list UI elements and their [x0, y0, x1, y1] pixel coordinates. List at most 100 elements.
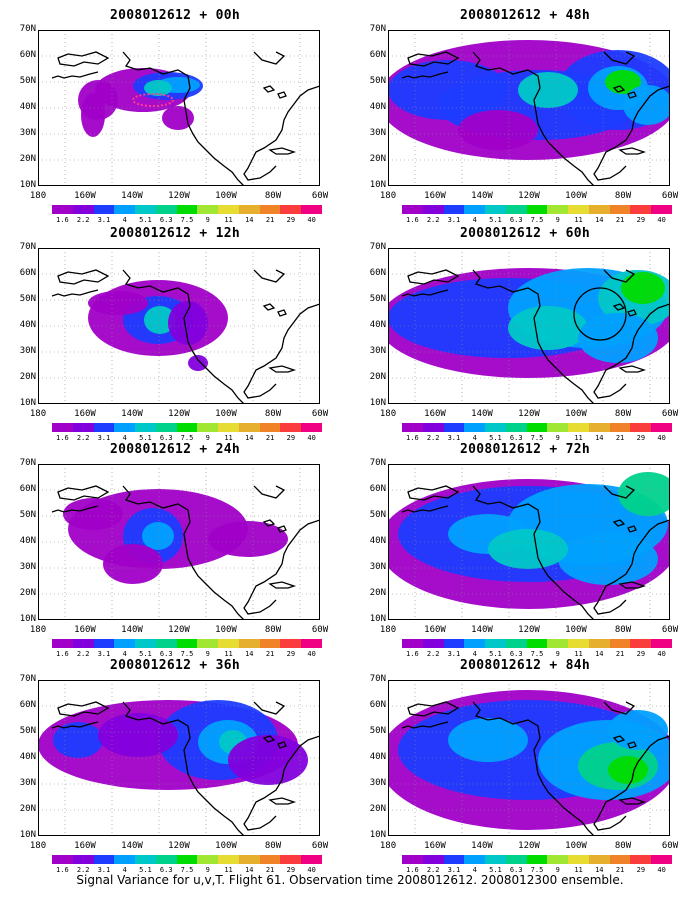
lon-tick-label: 180	[379, 625, 397, 635]
coastline	[243, 303, 320, 399]
coastline	[401, 71, 449, 79]
colorbar-swatch	[588, 205, 610, 214]
colorbar-level-label: 14	[595, 650, 604, 658]
colorbar-level-label: 14	[245, 216, 254, 224]
colorbar-swatch	[259, 423, 281, 432]
lon-tick-label: 120W	[168, 841, 190, 851]
coastline	[268, 581, 297, 589]
lat-tick-label: 50N	[19, 294, 36, 304]
coastline	[593, 303, 670, 399]
colorbar-swatch	[402, 205, 423, 214]
coastline	[618, 797, 647, 805]
lat-tick-label: 30N	[369, 128, 386, 138]
colorbar-level-label: 6.3	[509, 434, 523, 442]
colorbar-swatch	[526, 205, 548, 214]
colorbar-level-label: 9	[205, 216, 210, 224]
coastline	[593, 519, 670, 615]
colorbar-level-label: 11	[574, 650, 583, 658]
panel-title: 2008012612 + 84h	[459, 658, 591, 673]
lon-tick-label: 80W	[614, 409, 632, 419]
map-panel-12h: 2008012612 + 12h 70N 60N 50N 40N 30N 20N 10N 18…	[5, 226, 345, 443]
colorbar-swatch	[422, 423, 444, 432]
colorbar-level-label: 3.1	[97, 216, 111, 224]
colorbar-level-label: 11	[224, 866, 233, 874]
colorbar	[402, 423, 672, 432]
colorbar-swatch	[114, 639, 136, 648]
colorbar-level-label: 4	[472, 216, 477, 224]
lat-tick-label: 20N	[19, 372, 36, 382]
colorbar-labels: 1.6 2.2 3.1 4 5.1 6.3 7.5 9 11 14 21 29 40	[52, 434, 322, 443]
lat-tick-label: 20N	[369, 588, 386, 598]
lon-tick-label: 60W	[661, 409, 679, 419]
colorbar-level-label: 2.2	[76, 866, 90, 874]
coastline	[262, 735, 287, 749]
colorbar-swatch	[52, 639, 73, 648]
lat-tick-label: 60N	[369, 484, 386, 494]
colorbar-swatch	[218, 423, 239, 432]
colorbar-swatch	[93, 855, 115, 864]
lat-tick-label: 60N	[369, 268, 386, 278]
colorbar-swatch	[443, 639, 465, 648]
colorbar-level-label: 40	[657, 866, 666, 874]
colorbar	[52, 205, 322, 214]
colorbar-level-label: 1.6	[56, 216, 69, 224]
colorbar-level-label: 9	[555, 866, 560, 874]
lon-tick-label: 60W	[661, 625, 679, 635]
colorbar-level-label: 5.1	[139, 434, 152, 442]
coastline	[57, 701, 110, 717]
colorbar-level-label: 4	[472, 650, 477, 658]
colorbar-level-label: 40	[657, 650, 666, 658]
lon-tick-label: 80W	[614, 841, 632, 851]
colorbar-level-label: 6.3	[509, 650, 523, 658]
lon-tick-label: 180	[379, 841, 397, 851]
colorbar-swatch	[588, 639, 610, 648]
lat-tick-label: 10N	[369, 398, 386, 408]
colorbar-level-label: 21	[265, 434, 275, 442]
lat-tick-label: 20N	[19, 154, 36, 164]
lat-tick-label: 10N	[369, 180, 386, 190]
colorbar-level-label: 1.6	[56, 866, 69, 874]
colorbar-swatch	[526, 639, 548, 648]
colorbar-level-label: 40	[657, 216, 666, 224]
colorbar-level-label: 4	[122, 216, 127, 224]
colorbar-level-label: 5.1	[489, 434, 502, 442]
coastline	[262, 85, 287, 99]
colorbar-swatch	[505, 205, 527, 214]
lat-tick-label: 40N	[19, 536, 36, 546]
colorbar-level-label: 11	[574, 216, 583, 224]
coastline	[593, 85, 670, 181]
colorbar-swatch	[238, 205, 260, 214]
colorbar-labels: 1.6 2.2 3.1 4 5.1 6.3 7.5 9 11 14 21 29 40	[402, 650, 672, 659]
map-area	[38, 680, 320, 836]
variance-contour	[168, 301, 208, 345]
colorbar-swatch	[259, 639, 281, 648]
coastline	[57, 51, 110, 67]
variance-contour	[142, 522, 174, 550]
variance-contour	[228, 735, 308, 785]
variance-field	[38, 464, 320, 620]
colorbar-level-label: 3.1	[447, 216, 461, 224]
variance-field	[388, 680, 670, 836]
colorbar-swatch	[52, 423, 73, 432]
colorbar-swatch	[568, 205, 589, 214]
lon-tick-label: 160W	[424, 625, 446, 635]
colorbar-level-label: 4	[472, 434, 477, 442]
coastline	[618, 365, 647, 373]
colorbar-swatch	[259, 205, 281, 214]
colorbar-level-label: 2.2	[426, 434, 440, 442]
coastline	[253, 485, 286, 499]
colorbar-level-label: 1.6	[406, 650, 419, 658]
colorbar-level-label: 5.1	[489, 866, 502, 874]
lon-tick-label: 60W	[661, 191, 679, 201]
colorbar-level-label: 29	[636, 434, 646, 442]
variance-contour	[508, 306, 588, 350]
colorbar-swatch	[402, 855, 423, 864]
colorbar-swatch	[485, 205, 506, 214]
lat-tick-label: 50N	[19, 510, 36, 520]
coastline	[472, 485, 595, 620]
lat-tick-label: 30N	[369, 562, 386, 572]
colorbar-level-label: 3.1	[97, 650, 111, 658]
panel-title: 2008012612 + 24h	[109, 442, 241, 457]
figure-caption: Signal Variance for u,v,T. Flight 61. Ob…	[76, 873, 624, 887]
colorbar-swatch	[505, 423, 527, 432]
